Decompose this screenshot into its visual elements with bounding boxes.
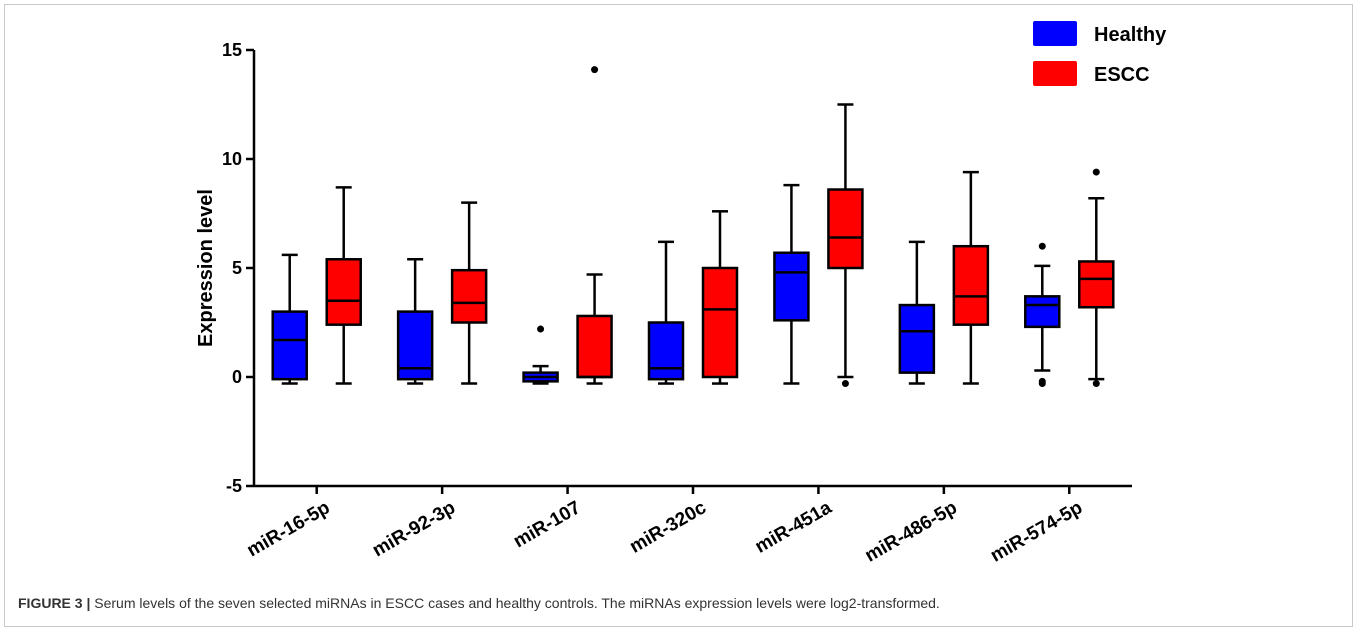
y-axis-title: Expression level: [195, 189, 217, 347]
x-category-label: miR-92-3p: [369, 497, 459, 561]
x-axis: miR-16-5p miR-92-3p miR-107 miR-320c miR-451…: [244, 484, 1132, 567]
legend-label: ESCC: [1094, 64, 1150, 86]
x-category-label: miR-574-5p: [987, 497, 1086, 566]
legend-swatch: [1033, 21, 1077, 46]
box-body: [773, 251, 810, 322]
box-healthy: [647, 240, 685, 385]
box-healthy: [1024, 242, 1061, 388]
outlier-point: [537, 325, 545, 333]
figure-caption: FIGURE 3 | Serum levels of the seven sel…: [18, 595, 940, 611]
x-category-label: miR-451a: [752, 497, 836, 558]
box-escc: [1078, 168, 1115, 388]
box-body: [898, 303, 936, 374]
y-tick-label: 10: [222, 149, 242, 169]
box-body: [1024, 295, 1061, 329]
y-tick-label: -5: [226, 476, 242, 496]
outlier-point: [1038, 242, 1046, 250]
box-body: [325, 258, 362, 326]
box-escc: [701, 210, 739, 385]
box-body: [701, 266, 739, 379]
box-escc: [325, 186, 362, 385]
box-body: [576, 314, 613, 379]
box-body: [450, 268, 488, 324]
x-category-label: miR-107: [510, 497, 585, 552]
caption-text: Serum levels of the seven selected miRNA…: [90, 595, 940, 611]
x-category-label: miR-16-5p: [244, 497, 334, 561]
box-body: [827, 188, 864, 270]
box-healthy: [773, 183, 810, 385]
caption-label: FIGURE 3 |: [18, 595, 91, 611]
box-body: [1078, 260, 1115, 309]
box-escc: [450, 201, 488, 385]
legend-item-healthy: Healthy: [1033, 21, 1167, 46]
series-healthy: [271, 183, 1061, 388]
box-body: [952, 244, 990, 326]
box-healthy: [396, 258, 434, 385]
box-healthy: [271, 253, 308, 385]
legend-label: Healthy: [1094, 24, 1167, 46]
box-escc: [827, 103, 864, 388]
outlier-point: [841, 380, 849, 388]
y-tick-label: 15: [222, 40, 242, 60]
figure-frame: [4, 4, 1353, 627]
box-healthy: [898, 240, 936, 385]
outlier-point: [1038, 380, 1046, 388]
y-tick-label: 0: [232, 367, 242, 387]
y-tick-label: 5: [232, 258, 242, 278]
legend: Healthy ESCC: [1033, 21, 1167, 86]
box-body: [271, 310, 308, 381]
box-body: [647, 321, 685, 381]
legend-swatch: [1033, 61, 1077, 86]
x-category-label: miR-320c: [626, 497, 710, 558]
outlier-point: [591, 66, 599, 74]
box-escc: [952, 170, 990, 385]
box-series: [271, 66, 1115, 388]
legend-item-escc: ESCC: [1033, 61, 1150, 86]
outlier-point: [1092, 168, 1100, 176]
outlier-point: [1092, 380, 1100, 388]
x-category-label: miR-486-5p: [862, 497, 961, 566]
box-healthy: [522, 325, 559, 385]
series-escc: [325, 66, 1115, 388]
y-axis: -5 0 5 10 15: [222, 40, 256, 496]
box-escc: [576, 66, 613, 385]
